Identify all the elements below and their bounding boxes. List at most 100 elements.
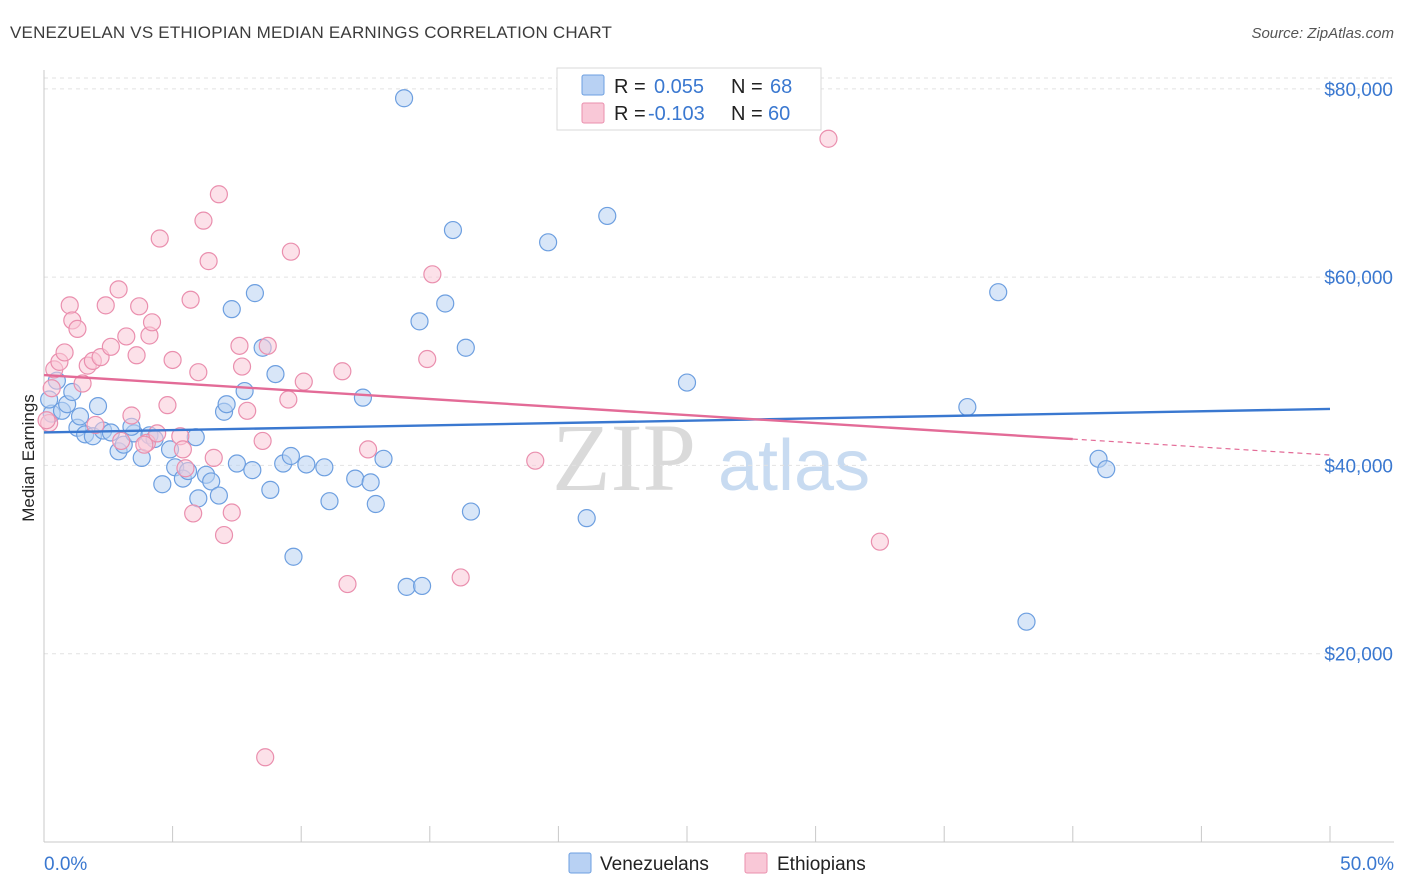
point-venezuelans-31[interactable] [235,381,254,401]
point-venezuelans-43[interactable] [346,469,365,488]
point-ethiopians-30[interactable] [181,290,200,309]
bottom-legend-label-ethiopians[interactable]: Ethiopians [777,854,866,875]
point-ethiopians-37[interactable] [214,525,234,545]
point-ethiopians-38[interactable] [222,503,241,522]
point-venezuelans-35[interactable] [261,480,280,499]
point-ethiopians-7[interactable] [68,319,87,339]
point-ethiopians-49[interactable] [338,574,357,594]
point-ethiopians-35[interactable] [204,448,223,467]
point-ethiopians-4[interactable] [55,343,74,362]
point-ethiopians-40[interactable] [232,357,252,376]
point-venezuelans-62[interactable] [1017,612,1036,631]
bottom-legend-swatch-ethiopians[interactable] [744,852,768,874]
point-ethiopians-18[interactable] [122,406,141,425]
point-ethiopians-50[interactable] [358,440,378,459]
point-venezuelans-66[interactable] [70,407,90,426]
point-ethiopians-47[interactable] [294,372,313,391]
point-venezuelans-59[interactable] [677,373,697,392]
point-ethiopians-45[interactable] [279,390,298,409]
point-venezuelans-64[interactable] [1097,460,1116,479]
point-ethiopians-42[interactable] [253,431,272,451]
point-ethiopians-44[interactable] [256,748,275,767]
point-venezuelans-23[interactable] [189,489,208,508]
point-ethiopians-17[interactable] [117,327,136,346]
point-ethiopians-11[interactable] [86,415,105,435]
point-venezuelans-44[interactable] [353,388,373,407]
point-venezuelans-52[interactable] [436,294,455,313]
point-ethiopians-58[interactable] [135,435,154,454]
point-ethiopians-41[interactable] [238,401,257,420]
y-tick-label-0: $20,000 [1324,645,1393,666]
point-venezuelans-17[interactable] [153,475,172,494]
point-ethiopians-36[interactable] [209,185,228,204]
point-venezuelans-55[interactable] [461,502,481,521]
point-venezuelans-60[interactable] [958,397,977,417]
point-ethiopians-20[interactable] [130,297,149,316]
point-ethiopians-43[interactable] [258,336,277,355]
point-ethiopians-5[interactable] [60,296,79,315]
bottom-legend-swatch-venezuelans[interactable] [568,852,592,874]
point-ethiopians-23[interactable] [142,313,162,332]
point-ethiopians-57[interactable] [37,411,56,430]
point-ethiopians-39[interactable] [230,336,249,355]
point-venezuelans-36[interactable] [266,364,285,384]
point-ethiopians-54[interactable] [526,451,545,470]
point-venezuelans-29[interactable] [222,300,241,319]
point-venezuelans-39[interactable] [284,547,303,566]
point-ethiopians-55[interactable] [819,129,838,148]
y-tick-label-2: $60,000 [1324,268,1393,289]
point-venezuelans-28[interactable] [217,395,236,414]
point-venezuelans-30[interactable] [227,454,246,473]
point-ethiopians-13[interactable] [96,296,115,315]
point-ethiopians-52[interactable] [423,265,442,284]
point-venezuelans-42[interactable] [320,492,339,511]
point-ethiopians-32[interactable] [189,363,208,382]
point-ethiopians-26[interactable] [158,396,177,415]
point-ethiopians-25[interactable] [150,229,169,248]
point-venezuelans-48[interactable] [394,89,414,108]
point-venezuelans-25[interactable] [202,472,221,491]
legend-swatch-ethiopians [581,102,605,124]
point-ethiopians-31[interactable] [184,504,203,523]
data-points [37,89,1116,767]
point-ethiopians-34[interactable] [199,252,218,271]
point-venezuelans-49[interactable] [397,577,416,596]
bottom-legend-label-venezuelans[interactable]: Venezuelans [600,854,709,875]
point-venezuelans-61[interactable] [989,283,1008,302]
point-venezuelans-51[interactable] [412,576,432,596]
point-venezuelans-58[interactable] [598,206,617,226]
point-venezuelans-41[interactable] [315,458,334,477]
point-ethiopians-51[interactable] [418,349,437,369]
point-ethiopians-15[interactable] [109,280,128,299]
point-venezuelans-38[interactable] [281,446,301,466]
point-venezuelans-54[interactable] [456,338,475,357]
point-venezuelans-8[interactable] [88,397,108,416]
point-venezuelans-47[interactable] [374,449,393,468]
point-venezuelans-45[interactable] [361,473,380,492]
point-ethiopians-14[interactable] [101,337,120,356]
point-venezuelans-46[interactable] [366,494,385,514]
point-venezuelans-32[interactable] [243,461,262,480]
point-ethiopians-53[interactable] [451,568,470,587]
point-ethiopians-48[interactable] [333,362,352,381]
point-ethiopians-46[interactable] [281,242,301,261]
point-venezuelans-57[interactable] [577,509,596,528]
point-ethiopians-1[interactable] [42,379,61,398]
source-credit: Source: ZipAtlas.com [1251,25,1394,42]
legend-swatch-venezuelans [581,74,605,96]
point-venezuelans-40[interactable] [297,455,316,474]
point-venezuelans-53[interactable] [443,220,463,240]
point-venezuelans-22[interactable] [186,428,205,447]
point-ethiopians-8[interactable] [73,374,92,393]
point-venezuelans-50[interactable] [410,312,429,331]
point-ethiopians-19[interactable] [127,346,146,365]
point-ethiopians-27[interactable] [163,350,182,370]
point-ethiopians-59[interactable] [176,459,195,478]
point-ethiopians-56[interactable] [870,532,890,551]
point-venezuelans-33[interactable] [245,284,265,303]
point-venezuelans-26[interactable] [209,486,228,505]
point-ethiopians-29[interactable] [173,440,192,459]
point-ethiopians-16[interactable] [112,431,131,451]
point-venezuelans-56[interactable] [539,233,558,252]
point-ethiopians-33[interactable] [194,211,213,230]
